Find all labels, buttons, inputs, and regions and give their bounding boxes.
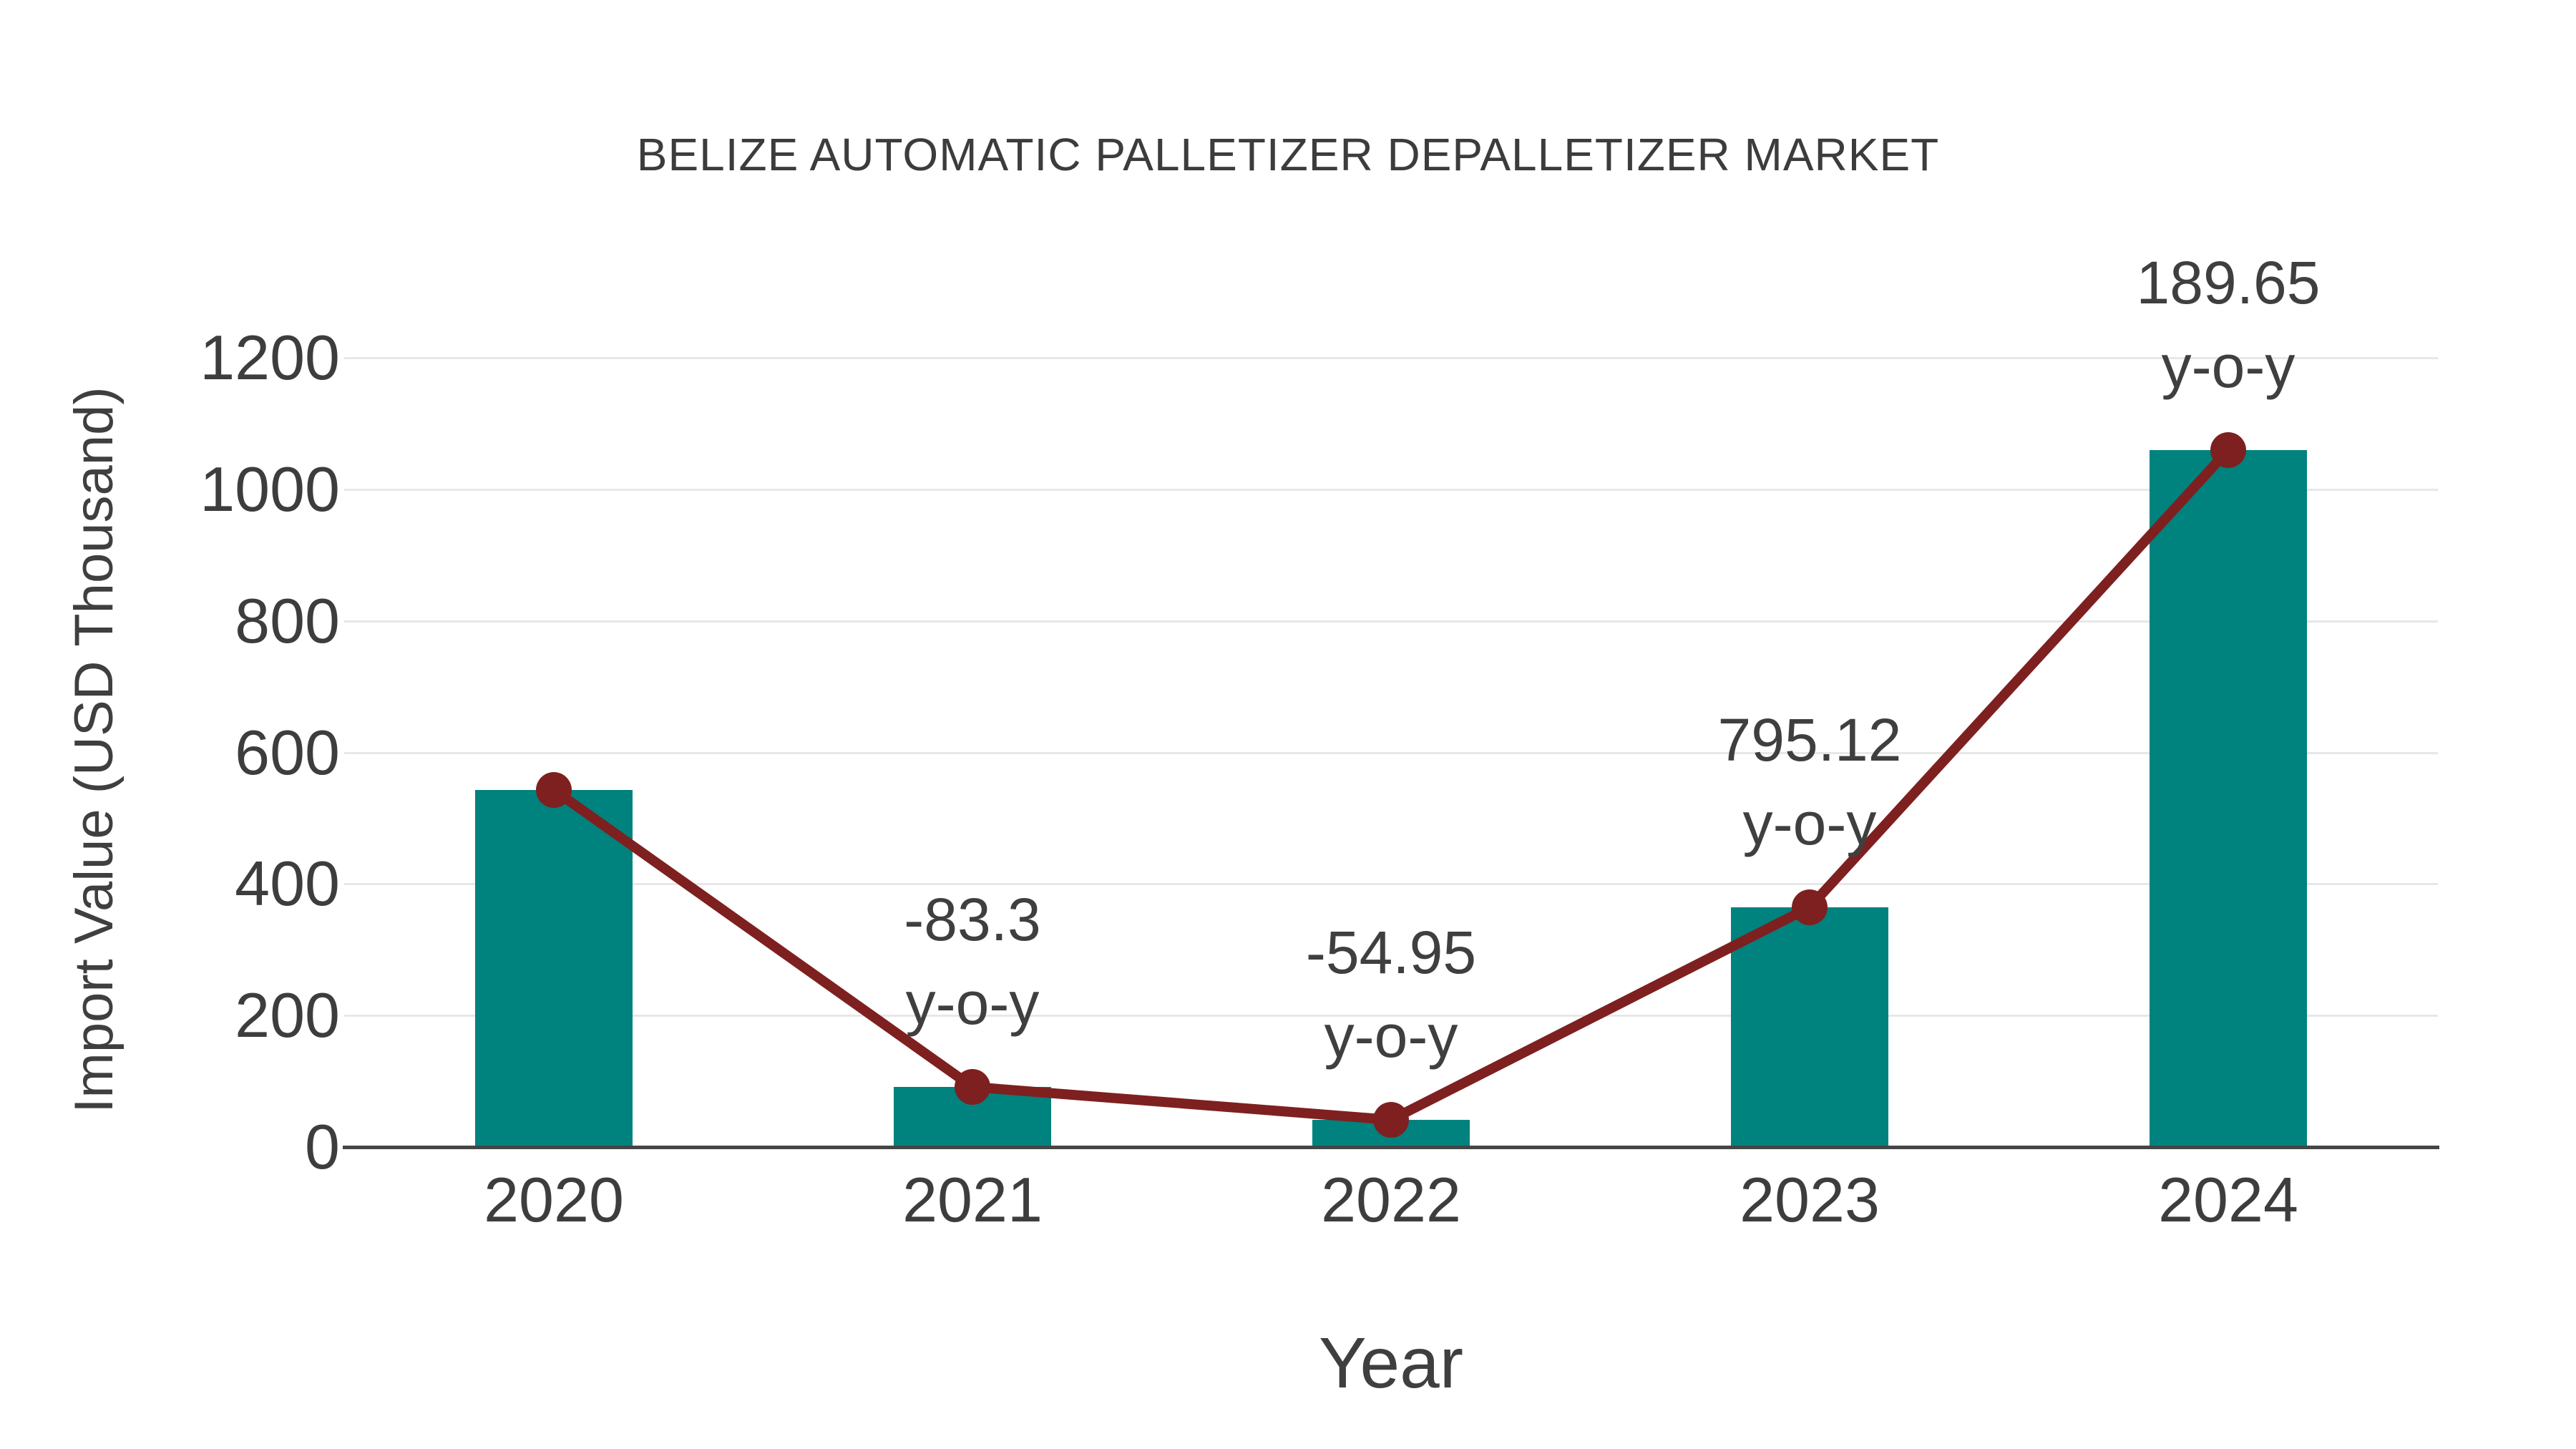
chart-title: BELIZE AUTOMATIC PALLETIZER DEPALLETIZER…: [636, 129, 1940, 180]
data-point-2021: [955, 1069, 990, 1105]
gridline-400: [344, 883, 2438, 885]
gridline-1200: [344, 357, 2438, 359]
data-point-2023: [1792, 889, 1828, 925]
x-tick-label-2020: 2020: [484, 1164, 624, 1235]
annotation-2021: -83.3 y-o-y: [904, 886, 1041, 1037]
y-tick-label-800: 800: [235, 585, 340, 656]
annotation-2024: 189.65 y-o-y: [2136, 249, 2321, 400]
gridline-200: [344, 1015, 2438, 1017]
annotation-2023: 795.12 y-o-y: [1717, 706, 1902, 857]
x-tick-label-2021: 2021: [902, 1164, 1043, 1235]
bar-2024: [2150, 450, 2307, 1147]
y-tick-label-1000: 1000: [200, 454, 340, 525]
x-tick-label-2023: 2023: [1740, 1164, 1880, 1235]
gridline-1000: [344, 489, 2438, 491]
data-point-2024: [2210, 432, 2246, 468]
x-tick-label-2024: 2024: [2158, 1164, 2298, 1235]
annotation-2022: -54.95 y-o-y: [1305, 919, 1477, 1070]
y-tick-label-1200: 1200: [200, 322, 340, 393]
gridline-600: [344, 752, 2438, 754]
gridline-800: [344, 620, 2438, 623]
bar-2020: [475, 790, 633, 1147]
y-tick-label-400: 400: [235, 848, 340, 919]
bar-2023: [1731, 907, 1888, 1147]
x-tick-label-2022: 2022: [1321, 1164, 1461, 1235]
y-tick-label-0: 0: [305, 1111, 340, 1182]
x-axis-title: Year: [1318, 1323, 1464, 1403]
y-tick-label-200: 200: [235, 980, 340, 1050]
data-point-2022: [1373, 1102, 1409, 1138]
data-point-2020: [536, 772, 572, 808]
x-axis-line: [343, 1146, 2439, 1149]
y-tick-label-600: 600: [235, 717, 340, 788]
